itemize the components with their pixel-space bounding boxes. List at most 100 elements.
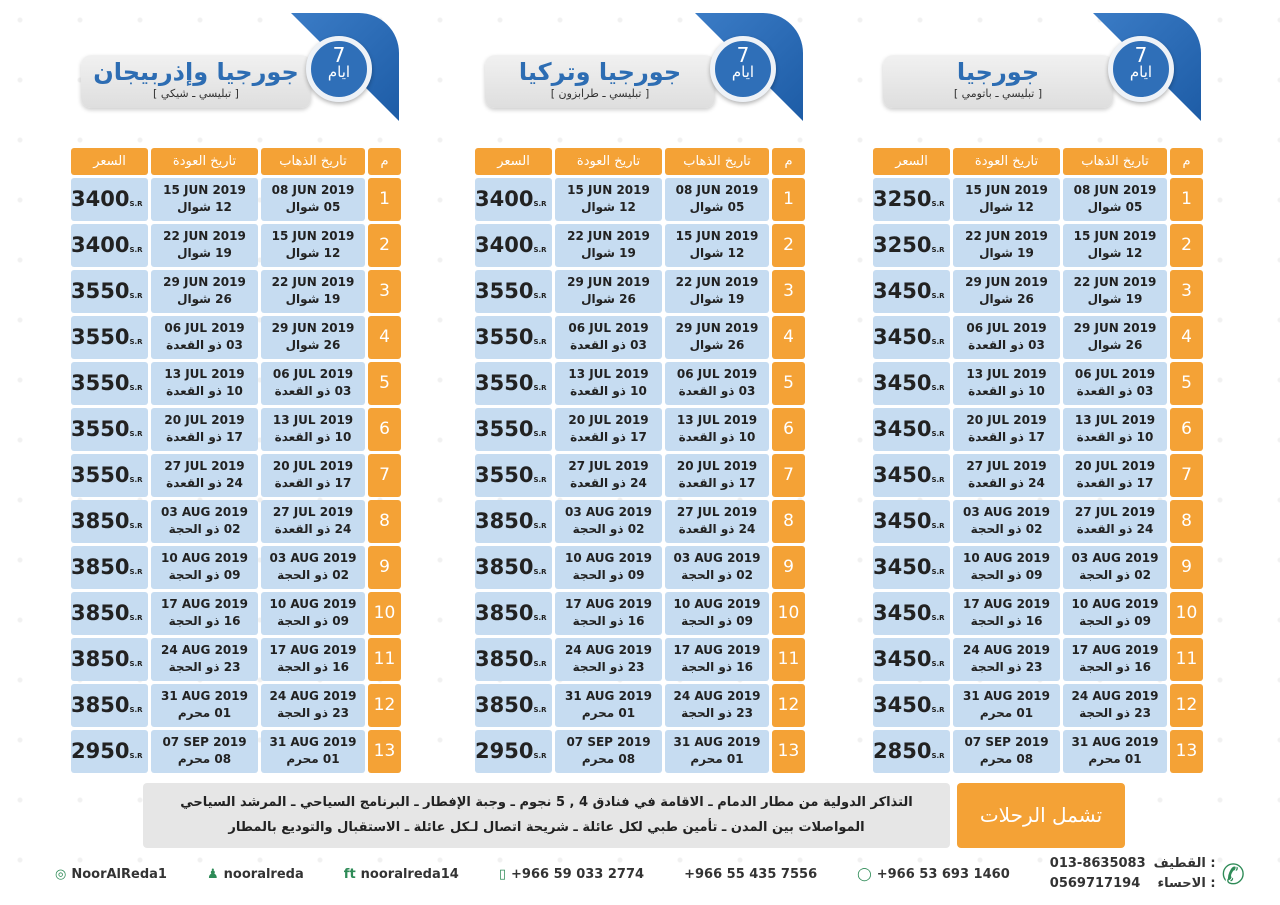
return-date: 13 JUL 2019 10 ذو القعدة xyxy=(151,362,258,405)
currency: S.R xyxy=(129,568,143,576)
row-number: 1 xyxy=(368,178,401,221)
departure-gregorian: 15 JUN 2019 xyxy=(1073,229,1157,243)
departure-gregorian: 29 JUN 2019 xyxy=(675,321,759,335)
price: 3450S.R xyxy=(873,684,950,727)
departure-gregorian: 31 AUG 2019 xyxy=(1071,735,1159,749)
return-gregorian: 29 JUN 2019 xyxy=(567,275,650,289)
departure-gregorian: 24 AUG 2019 xyxy=(269,689,357,703)
currency: S.R xyxy=(931,660,945,668)
return-gregorian: 03 AUG 2019 xyxy=(963,505,1050,519)
return-date: 22 JUN 2019 19 شوال xyxy=(151,224,258,267)
row-number: 9 xyxy=(1170,546,1203,589)
departure-hijri: 01 محرم xyxy=(690,752,744,766)
departure-hijri: 01 محرم xyxy=(286,752,340,766)
price-value: 3400 xyxy=(71,187,130,211)
return-date: 06 JUL 2019 03 ذو القعدة xyxy=(953,316,1060,359)
return-date: 06 JUL 2019 03 ذو القعدة xyxy=(555,316,662,359)
price-value: 3850 xyxy=(71,555,130,579)
return-hijri: 10 ذو القعدة xyxy=(166,384,243,398)
departure-date: 27 JUL 2019 24 ذو القعدة xyxy=(1063,500,1167,543)
snapchat-handle: nooralreda xyxy=(223,866,304,882)
departure-date: 24 AUG 2019 23 ذو الحجة xyxy=(665,684,769,727)
return-hijri: 24 ذو القعدة xyxy=(570,476,647,490)
departure-gregorian: 13 JUL 2019 xyxy=(272,413,354,427)
price: 3550S.R xyxy=(71,316,148,359)
header-departure: تاريخ الذهاب xyxy=(261,148,365,175)
currency: S.R xyxy=(533,292,547,300)
currency: S.R xyxy=(931,752,945,760)
package-panel: جورجيا[ تبليسي ـ باتومي ] 7 ايام م تاريخ الذ… xyxy=(873,0,1208,780)
return-gregorian: 31 AUG 2019 xyxy=(963,689,1050,703)
price: 3450S.R xyxy=(873,362,950,405)
departure-hijri: 17 ذو القعدة xyxy=(1076,476,1154,490)
row-number: 1 xyxy=(772,178,805,221)
price: 3850S.R xyxy=(475,500,552,543)
departure-hijri: 02 ذو الحجة xyxy=(277,568,349,582)
return-gregorian: 17 AUG 2019 xyxy=(565,597,652,611)
table-row: 12 24 AUG 2019 23 ذو الحجة 31 AUG 2019 01 مح… xyxy=(475,684,805,727)
currency: S.R xyxy=(931,614,945,622)
return-hijri: 12 شوال xyxy=(979,200,1034,214)
table-row: 9 03 AUG 2019 02 ذو الحجة 10 AUG 2019 09 ذو … xyxy=(71,546,401,589)
departure-hijri: 10 ذو القعدة xyxy=(1076,430,1154,444)
departure-date: 31 AUG 2019 01 محرم xyxy=(261,730,365,773)
days-label: ايام xyxy=(1129,63,1153,81)
return-gregorian: 06 JUL 2019 xyxy=(568,321,649,335)
departure-hijri: 01 محرم xyxy=(1088,752,1142,766)
departure-date: 22 JUN 2019 19 شوال xyxy=(1063,270,1167,313)
header-departure: تاريخ الذهاب xyxy=(1063,148,1167,175)
return-date: 13 JUL 2019 10 ذو القعدة xyxy=(555,362,662,405)
table-row: 3 22 JUN 2019 19 شوال 29 JUN 2019 26 شوال 355… xyxy=(475,270,805,313)
currency: S.R xyxy=(533,430,547,438)
currency: S.R xyxy=(129,200,143,208)
price-value: 3550 xyxy=(71,371,130,395)
currency: S.R xyxy=(931,246,945,254)
qatif-label: القطيف : xyxy=(1153,856,1216,871)
return-hijri: 12 شوال xyxy=(581,200,636,214)
return-gregorian: 13 JUL 2019 xyxy=(568,367,649,381)
office-phones: 013-8635083 القطيف : 0569717194 الاحساء : … xyxy=(1050,854,1245,894)
return-hijri: 23 ذو الحجة xyxy=(970,660,1043,674)
return-hijri: 19 شوال xyxy=(979,246,1034,260)
price-value: 3850 xyxy=(475,555,534,579)
currency: S.R xyxy=(533,200,547,208)
row-number: 7 xyxy=(1170,454,1203,497)
row-number: 4 xyxy=(1170,316,1203,359)
return-hijri: 09 ذو الحجة xyxy=(970,568,1043,582)
departure-gregorian: 27 JUL 2019 xyxy=(676,505,758,519)
row-number: 10 xyxy=(368,592,401,635)
price-value: 3550 xyxy=(71,325,130,349)
price-value: 3400 xyxy=(475,233,534,257)
table-row: 7 20 JUL 2019 17 ذو القعدة 27 JUL 2019 24 ذو… xyxy=(873,454,1203,497)
departure-gregorian: 10 AUG 2019 xyxy=(673,597,761,611)
price: 3550S.R xyxy=(475,408,552,451)
return-gregorian: 24 AUG 2019 xyxy=(161,643,248,657)
price-value: 3850 xyxy=(475,509,534,533)
departure-gregorian: 08 JUN 2019 xyxy=(1073,183,1157,197)
table-row: 3 22 JUN 2019 19 شوال 29 JUN 2019 26 شوال 355… xyxy=(71,270,401,313)
header-price: السعر xyxy=(475,148,552,175)
departure-date: 20 JUL 2019 17 ذو القعدة xyxy=(665,454,769,497)
return-gregorian: 31 AUG 2019 xyxy=(565,689,652,703)
departure-hijri: 26 شوال xyxy=(285,338,341,352)
departure-hijri: 05 شوال xyxy=(285,200,341,214)
price: 3550S.R xyxy=(71,270,148,313)
currency: S.R xyxy=(931,522,945,530)
departure-hijri: 09 ذو الحجة xyxy=(681,614,753,628)
days-label: ايام xyxy=(327,63,351,81)
price: 3400S.R xyxy=(475,224,552,267)
table-row: 7 20 JUL 2019 17 ذو القعدة 27 JUL 2019 24 ذو… xyxy=(475,454,805,497)
row-number: 3 xyxy=(368,270,401,313)
price: 3450S.R xyxy=(873,408,950,451)
departure-date: 15 JUN 2019 12 شوال xyxy=(261,224,365,267)
price: 3550S.R xyxy=(475,362,552,405)
table-row: 6 13 JUL 2019 10 ذو القعدة 20 JUL 2019 17 ذو… xyxy=(873,408,1203,451)
departure-date: 29 JUN 2019 26 شوال xyxy=(1063,316,1167,359)
departure-date: 17 AUG 2019 16 ذو الحجة xyxy=(1063,638,1167,681)
price: 3850S.R xyxy=(475,546,552,589)
departure-gregorian: 15 JUN 2019 xyxy=(271,229,355,243)
departure-date: 08 JUN 2019 05 شوال xyxy=(261,178,365,221)
departure-hijri: 12 شوال xyxy=(689,246,745,260)
return-date: 03 AUG 2019 02 ذو الحجة xyxy=(953,500,1060,543)
return-date: 22 JUN 2019 19 شوال xyxy=(555,224,662,267)
